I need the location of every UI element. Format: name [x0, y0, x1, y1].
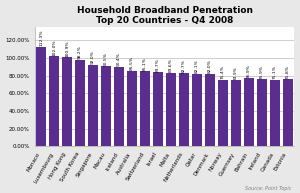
Text: 75.8%: 75.8% [286, 65, 290, 79]
Bar [153, 72, 163, 146]
Bar [231, 80, 241, 146]
Text: 85.1%: 85.1% [143, 57, 147, 70]
Bar [114, 67, 124, 146]
Text: 75.4%: 75.4% [221, 65, 225, 79]
Bar [140, 71, 150, 146]
Text: 76.9%: 76.9% [247, 64, 251, 78]
Text: 75.9%: 75.9% [260, 65, 264, 79]
Text: 75.1%: 75.1% [273, 65, 277, 79]
Text: 90.4%: 90.4% [117, 52, 121, 66]
Bar [244, 79, 254, 146]
Text: 74.9%: 74.9% [234, 66, 238, 80]
Bar [205, 74, 215, 146]
Bar [101, 66, 111, 146]
Bar [218, 80, 228, 146]
Bar [179, 73, 189, 146]
Bar [257, 79, 267, 146]
Text: 112.3%: 112.3% [39, 30, 43, 47]
Text: 82.0%: 82.0% [208, 59, 212, 73]
Bar [88, 65, 98, 146]
Text: 92.0%: 92.0% [91, 51, 95, 64]
Bar [192, 74, 202, 146]
Text: 90.5%: 90.5% [104, 52, 108, 66]
Text: 82.7%: 82.7% [182, 59, 186, 73]
Bar [127, 71, 137, 146]
Bar [75, 60, 85, 146]
Bar [270, 80, 280, 146]
Bar [62, 57, 72, 146]
Text: 83.7%: 83.7% [156, 58, 160, 72]
Text: 83.6%: 83.6% [169, 58, 173, 72]
Text: 85.5%: 85.5% [130, 56, 134, 70]
Bar [36, 47, 46, 146]
Title: Household Broadband Penetration
Top 20 Countries - Q4 2008: Household Broadband Penetration Top 20 C… [76, 6, 253, 25]
Text: 102.0%: 102.0% [52, 39, 56, 56]
Text: 100.9%: 100.9% [65, 40, 69, 57]
Text: Source: Point Topic: Source: Point Topic [244, 186, 291, 191]
Bar [50, 56, 59, 146]
Bar [166, 73, 176, 146]
Text: 98.2%: 98.2% [78, 45, 82, 59]
Text: 82.1%: 82.1% [195, 59, 199, 73]
Bar [283, 80, 293, 146]
